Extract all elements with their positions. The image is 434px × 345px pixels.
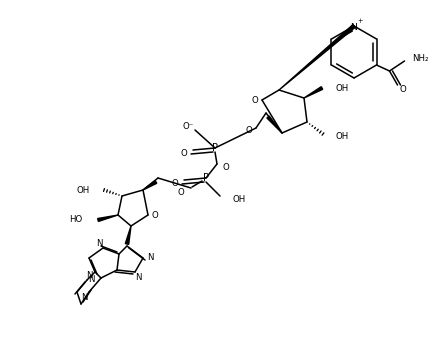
Text: O: O (223, 162, 230, 171)
Text: N: N (135, 274, 141, 283)
Polygon shape (125, 226, 131, 244)
Text: NH₂: NH₂ (412, 53, 429, 62)
Text: P: P (212, 143, 218, 153)
Text: O: O (178, 187, 184, 197)
Text: O: O (252, 96, 258, 105)
Text: N: N (96, 239, 102, 248)
Polygon shape (98, 215, 118, 221)
Polygon shape (143, 181, 157, 190)
Polygon shape (279, 25, 355, 90)
Text: O⁻: O⁻ (182, 121, 194, 130)
Polygon shape (267, 116, 282, 133)
Text: +: + (357, 18, 363, 24)
Text: N: N (351, 22, 358, 31)
Text: O: O (399, 85, 406, 93)
Text: O: O (246, 126, 253, 135)
Text: N: N (147, 254, 153, 263)
Text: N: N (86, 272, 92, 280)
Text: OH: OH (232, 195, 245, 204)
Text: N: N (88, 276, 94, 285)
Text: N: N (81, 293, 87, 302)
Text: O: O (151, 210, 158, 219)
Text: O: O (171, 178, 178, 187)
Text: OH: OH (335, 131, 348, 140)
Text: O: O (181, 148, 187, 158)
Text: OH: OH (77, 186, 90, 195)
Text: OH: OH (336, 83, 349, 92)
Text: HO: HO (69, 216, 82, 225)
Polygon shape (304, 87, 323, 98)
Text: P: P (203, 173, 209, 183)
